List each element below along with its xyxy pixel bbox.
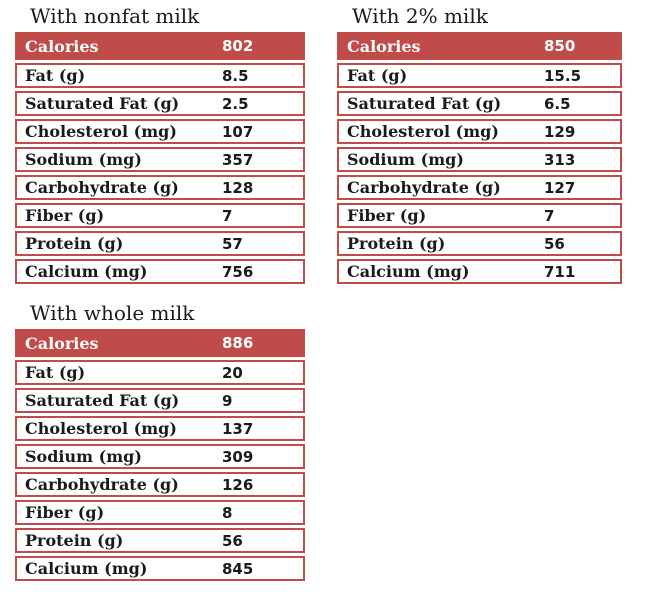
row-value: 309 <box>222 447 254 466</box>
row-value: 128 <box>222 178 254 197</box>
table-row: Carbohydrate (g) 126 <box>15 472 305 497</box>
row-value: 850 <box>544 37 576 55</box>
table-title-2-percent: With 2% milk <box>352 4 488 28</box>
nutrition-table-nonfat: Calories 802 Fat (g) 8.5 Saturated Fat (… <box>15 32 305 284</box>
table-header-row: Calories 886 <box>15 329 305 357</box>
row-label: Saturated Fat (g) <box>25 94 180 113</box>
table-row: Saturated Fat (g) 9 <box>15 388 305 413</box>
row-label: Sodium (mg) <box>347 150 464 169</box>
row-value: 802 <box>222 37 254 55</box>
row-label: Carbohydrate (g) <box>347 178 501 197</box>
row-value: 107 <box>222 122 254 141</box>
row-label: Fat (g) <box>347 66 408 85</box>
row-label: Carbohydrate (g) <box>25 475 179 494</box>
row-value: 6.5 <box>544 94 571 113</box>
whole-milk-section: With whole milk Calories 886 Fat (g) 20 … <box>15 301 305 581</box>
table-header-row: Calories 802 <box>15 32 305 60</box>
table-row: Cholesterol (mg) 129 <box>337 119 622 144</box>
row-label: Sodium (mg) <box>25 150 142 169</box>
row-value: 845 <box>222 559 254 578</box>
row-value: 137 <box>222 419 254 438</box>
row-value: 127 <box>544 178 576 197</box>
row-value: 15.5 <box>544 66 582 85</box>
table-row: Protein (g) 56 <box>15 528 305 553</box>
row-value: 9 <box>222 391 233 410</box>
row-value: 8 <box>222 503 233 522</box>
table-row: Fat (g) 15.5 <box>337 63 622 88</box>
row-label: Protein (g) <box>25 531 124 550</box>
row-value: 129 <box>544 122 576 141</box>
row-label: Fiber (g) <box>347 206 427 225</box>
row-label: Fat (g) <box>25 363 86 382</box>
row-label: Saturated Fat (g) <box>25 391 180 410</box>
row-value: 711 <box>544 262 576 281</box>
row-value: 20 <box>222 363 243 382</box>
row-value: 313 <box>544 150 576 169</box>
table-row: Saturated Fat (g) 6.5 <box>337 91 622 116</box>
row-value: 56 <box>544 234 565 253</box>
table-row: Saturated Fat (g) 2.5 <box>15 91 305 116</box>
row-label: Calcium (mg) <box>25 262 148 281</box>
row-label: Fiber (g) <box>25 503 105 522</box>
row-label: Cholesterol (mg) <box>25 122 177 141</box>
row-value: 126 <box>222 475 254 494</box>
row-label: Sodium (mg) <box>25 447 142 466</box>
row-value: 7 <box>544 206 555 225</box>
table-row: Fiber (g) 7 <box>15 203 305 228</box>
row-value: 7 <box>222 206 233 225</box>
table-row: Carbohydrate (g) 127 <box>337 175 622 200</box>
table-row: Calcium (mg) 711 <box>337 259 622 284</box>
table-row: Fiber (g) 8 <box>15 500 305 525</box>
row-value: 56 <box>222 531 243 550</box>
row-label: Cholesterol (mg) <box>347 122 499 141</box>
row-value: 886 <box>222 334 254 352</box>
row-label: Fiber (g) <box>25 206 105 225</box>
table-title-whole: With whole milk <box>30 301 195 325</box>
row-label: Calories <box>347 36 421 56</box>
table-row: Calcium (mg) 845 <box>15 556 305 581</box>
table-row: Carbohydrate (g) 128 <box>15 175 305 200</box>
table-row: Protein (g) 56 <box>337 231 622 256</box>
row-value: 756 <box>222 262 254 281</box>
nutrition-table-2-percent: Calories 850 Fat (g) 15.5 Saturated Fat … <box>337 32 622 284</box>
table-title-nonfat: With nonfat milk <box>30 4 200 28</box>
row-value: 57 <box>222 234 243 253</box>
row-value: 357 <box>222 150 254 169</box>
table-row: Fat (g) 8.5 <box>15 63 305 88</box>
table-row: Fat (g) 20 <box>15 360 305 385</box>
row-label: Protein (g) <box>347 234 446 253</box>
table-header-row: Calories 850 <box>337 32 622 60</box>
row-label: Carbohydrate (g) <box>25 178 179 197</box>
two-percent-milk-section: With 2% milk Calories 850 Fat (g) 15.5 S… <box>337 4 622 284</box>
table-row: Cholesterol (mg) 137 <box>15 416 305 441</box>
row-label: Protein (g) <box>25 234 124 253</box>
nutrition-table-whole: Calories 886 Fat (g) 20 Saturated Fat (g… <box>15 329 305 581</box>
row-label: Calcium (mg) <box>25 559 148 578</box>
table-row: Protein (g) 57 <box>15 231 305 256</box>
row-value: 2.5 <box>222 94 249 113</box>
row-label: Calories <box>25 36 99 56</box>
table-row: Fiber (g) 7 <box>337 203 622 228</box>
table-row: Sodium (mg) 309 <box>15 444 305 469</box>
row-value: 8.5 <box>222 66 249 85</box>
row-label: Calcium (mg) <box>347 262 470 281</box>
row-label: Saturated Fat (g) <box>347 94 502 113</box>
row-label: Cholesterol (mg) <box>25 419 177 438</box>
table-row: Sodium (mg) 313 <box>337 147 622 172</box>
table-row: Calcium (mg) 756 <box>15 259 305 284</box>
row-label: Fat (g) <box>25 66 86 85</box>
table-row: Sodium (mg) 357 <box>15 147 305 172</box>
table-row: Cholesterol (mg) 107 <box>15 119 305 144</box>
nonfat-milk-section: With nonfat milk Calories 802 Fat (g) 8.… <box>15 4 305 284</box>
row-label: Calories <box>25 333 99 353</box>
